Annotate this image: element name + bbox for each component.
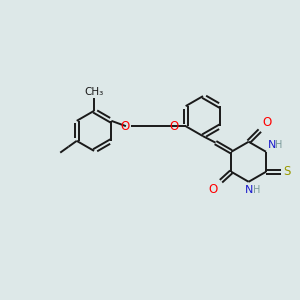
Text: N: N [268, 140, 276, 150]
Text: O: O [262, 116, 271, 129]
Text: O: O [120, 120, 129, 133]
Text: S: S [283, 165, 290, 178]
Text: CH₃: CH₃ [84, 87, 104, 97]
Text: O: O [169, 120, 179, 133]
Text: O: O [209, 183, 218, 196]
Text: H: H [275, 140, 283, 150]
Text: H: H [253, 185, 260, 195]
Text: N: N [245, 185, 254, 195]
